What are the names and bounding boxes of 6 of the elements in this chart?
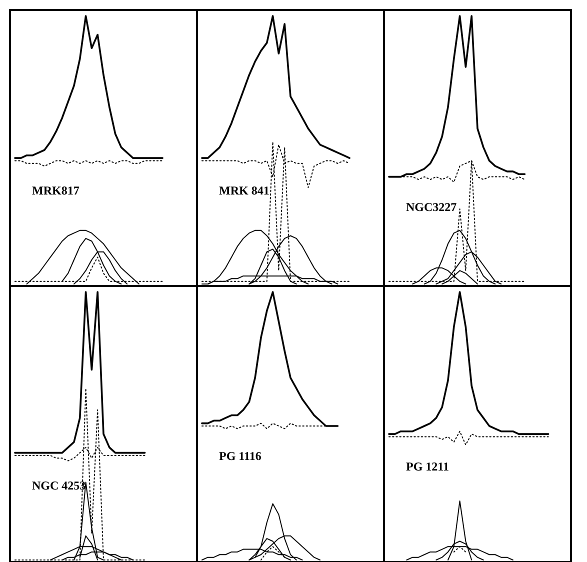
text: MRK 841 — [219, 184, 270, 198]
text: MRK817 — [32, 184, 80, 198]
text: PG 1211 — [406, 460, 450, 474]
text: NGC3227 — [406, 200, 457, 214]
text: NGC 4253 — [32, 478, 86, 492]
text: PG 1116 — [219, 449, 262, 463]
